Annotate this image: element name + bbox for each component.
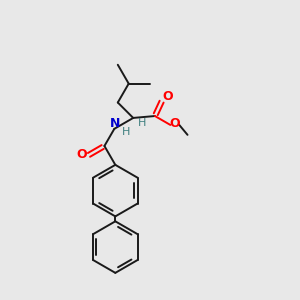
- Text: O: O: [76, 148, 87, 161]
- Text: H: H: [122, 127, 130, 137]
- Text: N: N: [110, 117, 121, 130]
- Text: O: O: [162, 90, 173, 104]
- Text: H: H: [138, 118, 146, 128]
- Text: O: O: [169, 118, 180, 130]
